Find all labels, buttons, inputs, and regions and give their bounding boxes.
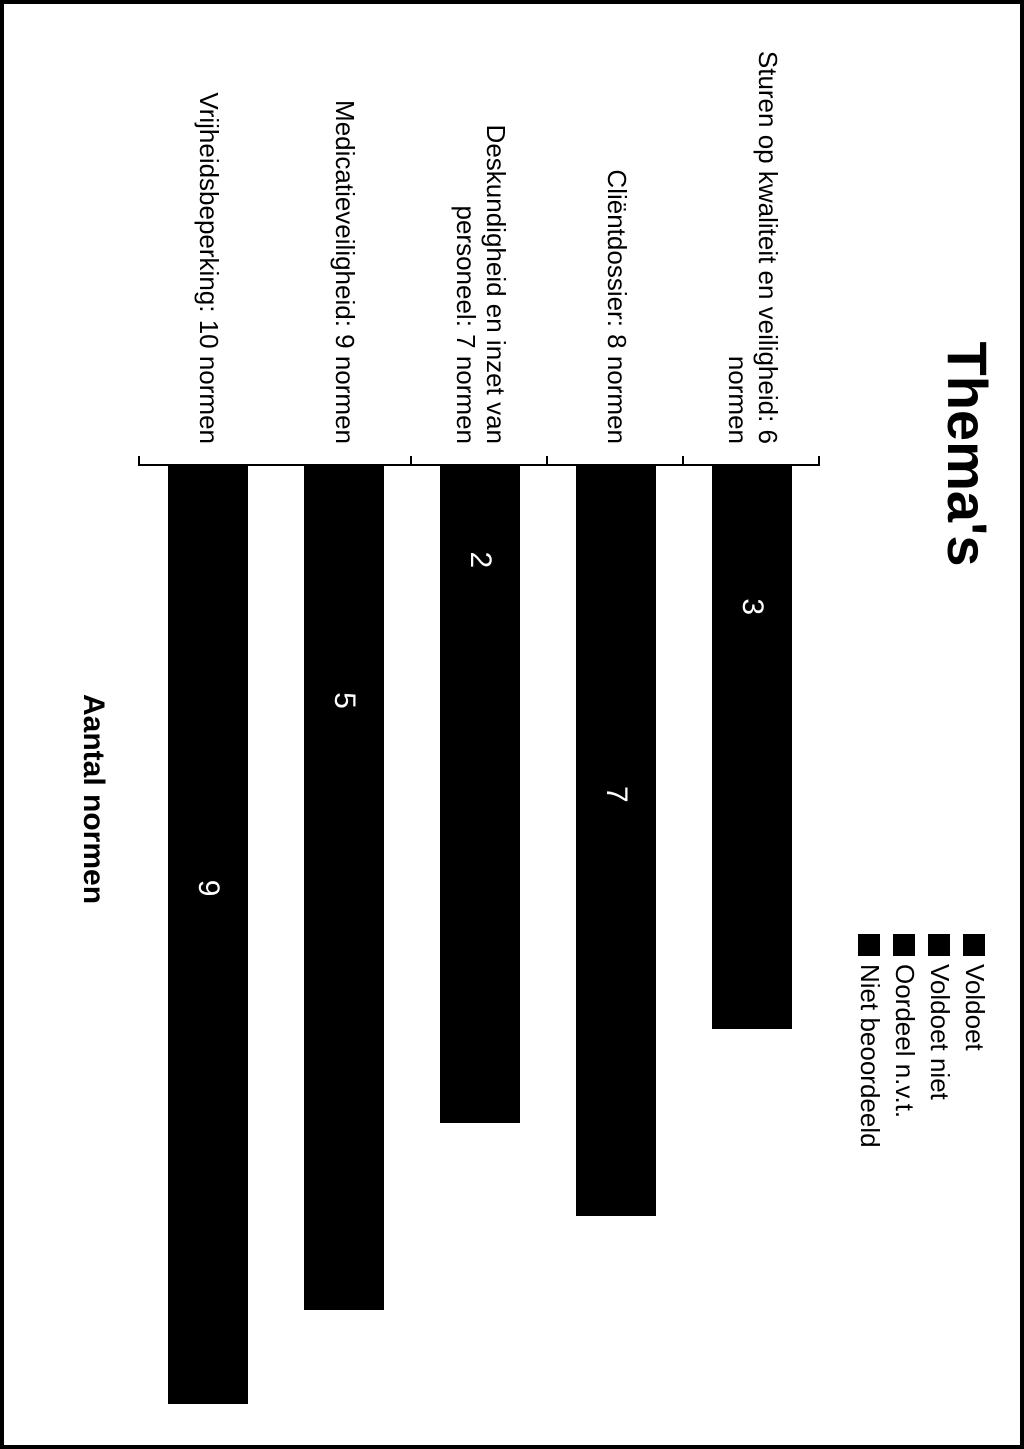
legend-item: Oordeel n.v.t. <box>889 934 920 1148</box>
axis-tick <box>682 456 684 466</box>
category-label: Cliëntdossier: 8 normen <box>548 44 684 454</box>
legend-item: Niet beoordeeld <box>854 934 885 1148</box>
legend-label: Oordeel n.v.t. <box>889 964 920 1118</box>
bar-row: Deskundigheid en inzet van personeel: 7 … <box>412 44 548 1404</box>
legend: Voldoet Voldoet niet Oordeel n.v.t. Niet… <box>850 934 990 1148</box>
legend-label: Voldoet niet <box>924 964 955 1100</box>
legend-item: Voldoet niet <box>924 934 955 1148</box>
legend-swatch-icon <box>894 934 916 956</box>
bar-segment: 9 <box>168 466 248 1310</box>
bar-row: Cliëntdossier: 8 normen 7 <box>548 44 684 1404</box>
category-label: Medicatieveiligheid: 9 normen <box>276 44 412 454</box>
bar-track: 5 <box>304 466 384 1404</box>
bar-segment: 3 <box>712 466 792 747</box>
axis-tick <box>138 456 140 466</box>
bar-segment <box>576 1123 656 1217</box>
legend-label: Voldoet <box>959 964 990 1051</box>
bar-row: Sturen op kwaliteit en veiligheid: 6 nor… <box>684 44 820 1404</box>
bar-track: 9 <box>168 466 248 1404</box>
legend-label: Niet beoordeeld <box>854 964 885 1148</box>
legend-swatch-icon <box>859 934 881 956</box>
bar-row: Medicatieveiligheid: 9 normen 5 <box>276 44 412 1404</box>
bar-row: Vrijheidsbeperking: 10 normen 9 <box>140 44 276 1404</box>
bar-segment <box>440 654 520 1123</box>
category-label: Vrijheidsbeperking: 10 normen <box>140 44 276 454</box>
chart-title: Thema's <box>935 4 1000 904</box>
category-label: Sturen op kwaliteit en veiligheid: 6 nor… <box>684 44 820 454</box>
bar-track: 7 <box>576 466 656 1404</box>
axis-tick <box>410 456 412 466</box>
axis-tick <box>818 456 820 466</box>
chart-canvas: Thema's Voldoet Voldoet niet Oordeel n.v… <box>4 4 1020 1445</box>
plot-area: Sturen op kwaliteit en veiligheid: 6 nor… <box>100 44 820 1404</box>
chart-frame: Thema's Voldoet Voldoet niet Oordeel n.v… <box>0 0 1024 1449</box>
legend-item: Voldoet <box>959 934 990 1148</box>
bar-segment: 5 <box>304 466 384 935</box>
legend-swatch-icon <box>929 934 951 956</box>
legend-swatch-icon <box>964 934 986 956</box>
bar-segment: 2 <box>440 466 520 654</box>
bar-segment <box>168 1310 248 1404</box>
axis-tick <box>546 456 548 466</box>
category-label: Deskundigheid en inzet van personeel: 7 … <box>412 44 548 454</box>
bar-segment: 7 <box>576 466 656 1123</box>
x-axis-label: Aantal normen <box>76 694 110 904</box>
bar-segment <box>304 935 384 1310</box>
bar-track: 3 <box>712 466 792 1404</box>
bar-segment <box>712 747 792 1028</box>
bar-track: 2 <box>440 466 520 1404</box>
